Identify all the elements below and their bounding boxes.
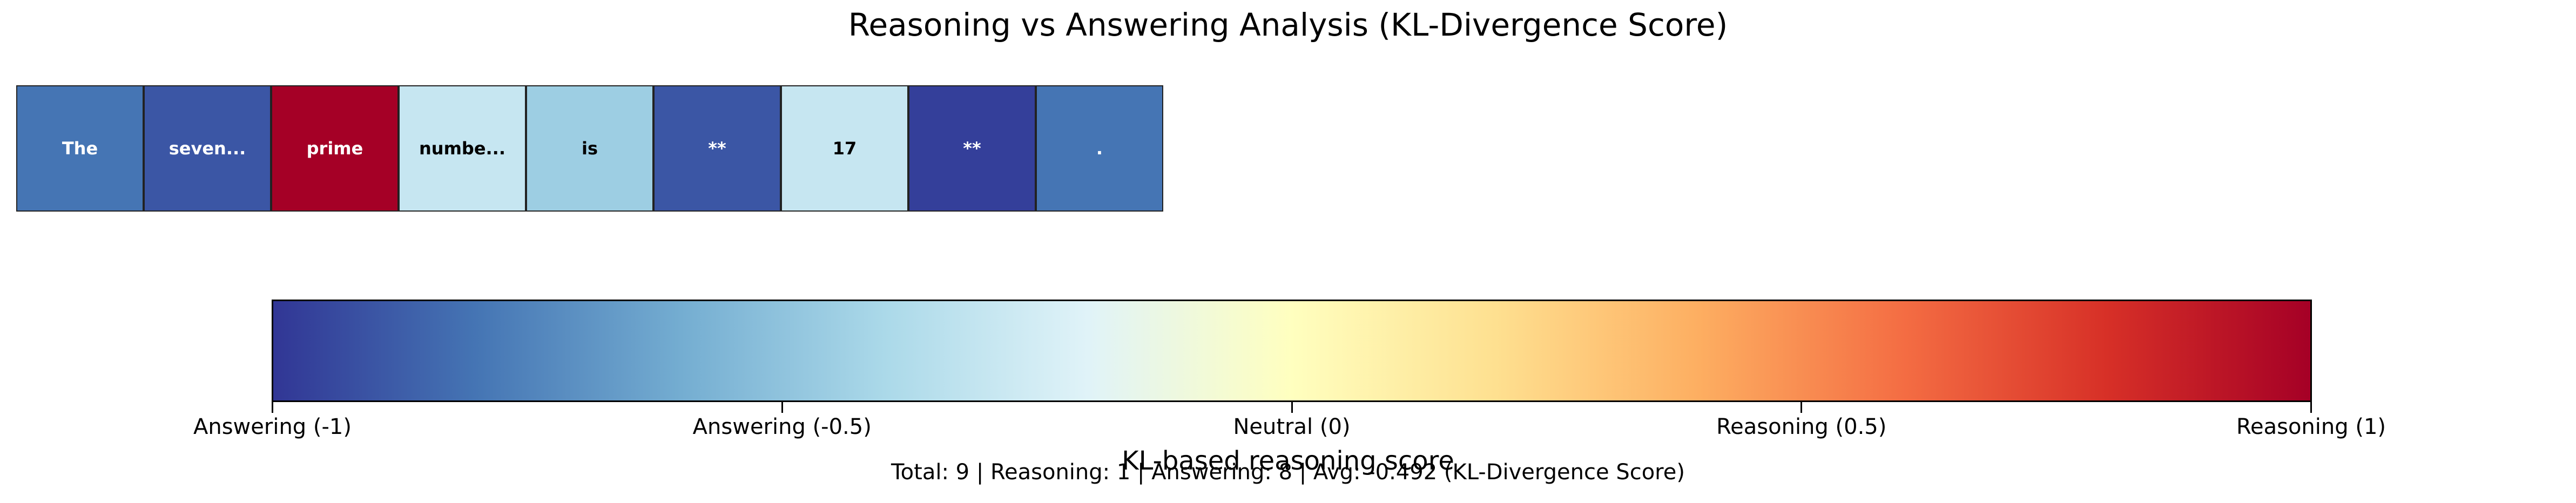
colorbar-tick	[781, 402, 783, 413]
chart-title: Reasoning vs Answering Analysis (KL-Dive…	[848, 6, 1728, 43]
colorbar-tick-label: Reasoning (1)	[2236, 414, 2386, 439]
token-cell: **	[908, 85, 1036, 212]
token-cell: prime	[271, 85, 399, 212]
token-cell: .	[1036, 85, 1163, 212]
colorbar-tick-label: Reasoning (0.5)	[1716, 414, 1887, 439]
token-cell: seven...	[144, 85, 271, 212]
colorbar-tick	[272, 402, 273, 413]
colorbar-tick	[1291, 402, 1293, 413]
token-cell: 17	[781, 85, 908, 212]
token-cell: numbe...	[399, 85, 526, 212]
colorbar-tick	[2310, 402, 2312, 413]
token-cell: The	[16, 85, 144, 212]
colorbar-tick-label: Answering (-1)	[193, 414, 352, 439]
colorbar-tick-label: Neutral (0)	[1233, 414, 1351, 439]
colorbar-tick	[1800, 402, 1803, 413]
token-cell: **	[653, 85, 781, 212]
colorbar-label: KL-based reasoning score	[1122, 446, 1454, 476]
colorbar-tick-label: Answering (-0.5)	[692, 414, 872, 439]
summary-text: Total: 9 | Reasoning: 1 | Answering: 8 |…	[891, 460, 1685, 485]
colorbar-gradient	[272, 300, 2312, 402]
token-cell: is	[526, 85, 653, 212]
